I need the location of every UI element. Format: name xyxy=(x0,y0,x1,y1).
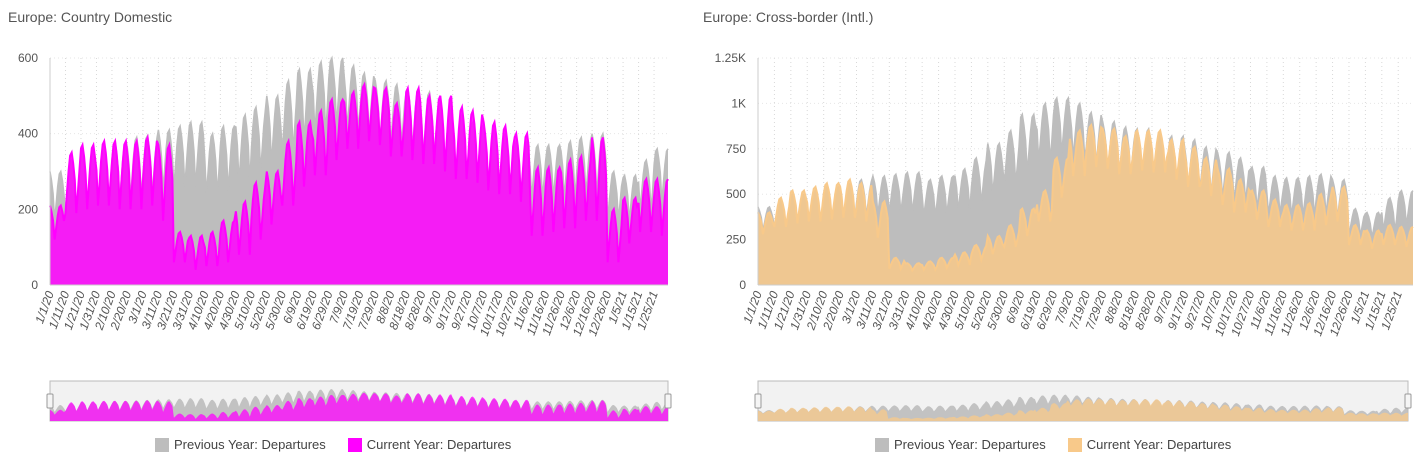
legend-item-current-year[interactable]: Current Year: Departures xyxy=(347,437,512,452)
chart-svg-cross-border[interactable]: 02505007501K1.25K1/1/201/11/201/21/201/3… xyxy=(695,0,1417,462)
y-tick-label: 250 xyxy=(726,233,746,247)
legend-item-current-year[interactable]: Current Year: Departures xyxy=(1067,437,1232,452)
navigator xyxy=(46,380,672,422)
navigator-handle-left[interactable] xyxy=(754,393,762,409)
legend-swatch-current xyxy=(1067,437,1082,452)
y-tick-label: 750 xyxy=(726,142,746,156)
y-tick-label: 1.25K xyxy=(715,51,746,65)
navigator xyxy=(754,380,1412,422)
y-tick-label: 500 xyxy=(726,187,746,201)
legend-label-current: Current Year: Departures xyxy=(1086,437,1232,452)
chart-svg-domestic[interactable]: 02004006001/1/201/11/201/21/201/31/202/1… xyxy=(0,0,700,462)
legend-label-current: Current Year: Departures xyxy=(366,437,512,452)
chart-panel-cross-border: Europe: Cross-border (Intl.) 0 250 500 750 1… xyxy=(695,0,1414,462)
navigator-series-1 xyxy=(50,392,668,421)
y-tick-label: 0 xyxy=(739,278,746,292)
y-tick-label: 1K xyxy=(731,96,746,110)
legend-item-previous-year[interactable]: Previous Year: Departures xyxy=(875,437,1046,452)
series-area-1 xyxy=(758,125,1413,285)
navigator-handle-left[interactable] xyxy=(46,393,54,409)
legend-item-previous-year[interactable]: Previous Year: Departures xyxy=(155,437,326,452)
legend: Previous Year: Departures Current Year: … xyxy=(875,437,1231,452)
legend-label-previous: Previous Year: Departures xyxy=(174,437,326,452)
series-line-1 xyxy=(49,81,669,271)
y-tick-label: 0 xyxy=(31,278,38,292)
chart-panel-domestic: Europe: Country Domestic 0 200 400 600 1/1/2… xyxy=(0,0,700,462)
legend-label-previous: Previous Year: Departures xyxy=(894,437,1046,452)
series-area-1 xyxy=(50,84,668,285)
chart-title: Europe: Country Domestic xyxy=(8,9,173,25)
navigator-series-1 xyxy=(758,398,1408,421)
y-tick-label: 200 xyxy=(18,202,38,216)
chart-title: Europe: Cross-border (Intl.) xyxy=(703,9,874,25)
legend-swatch-previous xyxy=(875,437,889,452)
navigator-handle-right[interactable] xyxy=(1404,393,1412,409)
series-line-1 xyxy=(757,122,1414,273)
legend-swatch-previous xyxy=(155,437,169,452)
legend-swatch-current xyxy=(347,437,362,452)
navigator-handle-right[interactable] xyxy=(664,393,672,409)
y-tick-label: 600 xyxy=(18,51,38,65)
y-tick-label: 400 xyxy=(18,127,38,141)
legend: Previous Year: Departures Current Year: … xyxy=(155,437,511,452)
